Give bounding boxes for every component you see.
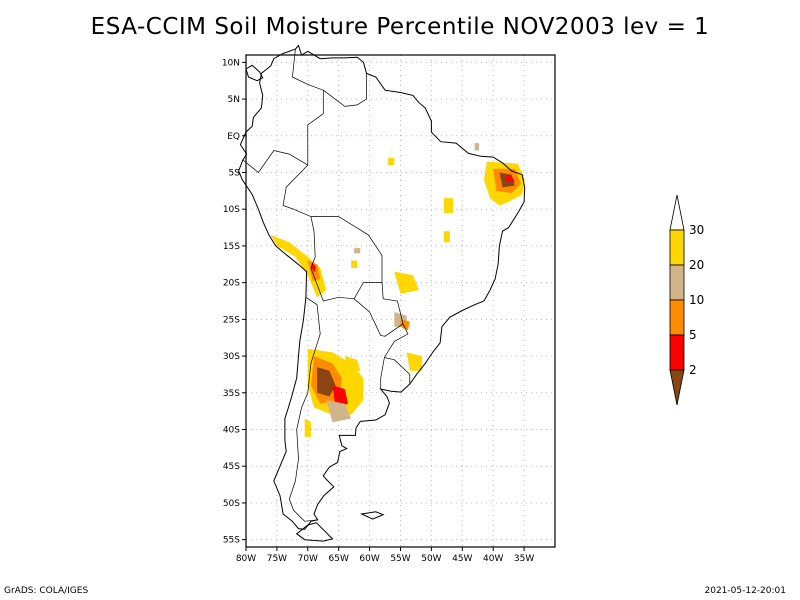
lat-tick-label: 45S: [223, 462, 240, 472]
map-title: ESA-CCIM Soil Moisture Percentile NOV200…: [90, 14, 710, 40]
colorbar-label: 20: [689, 258, 704, 272]
lon-tick-label: 50W: [421, 554, 441, 564]
percentile-patch: [406, 352, 423, 371]
percentile-patch: [505, 174, 515, 182]
percentile-patch: [326, 400, 352, 423]
percentile-patch: [354, 248, 361, 254]
lon-tick-label: 35W: [514, 554, 534, 564]
percentile-patch: [474, 143, 479, 151]
lon-tick-label: 75W: [267, 554, 287, 564]
colorbar-legend: 30 20 10 5 2: [669, 194, 704, 406]
coastline: [238, 44, 526, 542]
lat-tick-label: EQ: [227, 132, 240, 142]
percentile-patch: [304, 418, 311, 437]
lon-tick-label: 45W: [452, 554, 472, 564]
lat-tick-label: 5S: [229, 168, 241, 178]
island-outline: [359, 511, 385, 520]
country-border: [288, 297, 321, 522]
colorbar-label: 5: [689, 328, 697, 342]
percentile-patch: [351, 260, 358, 268]
colorbar-segment: [669, 334, 685, 371]
percentile-patch: [394, 271, 419, 294]
graticule: [245, 55, 555, 547]
country-border: [323, 73, 367, 107]
percentile-patch: [311, 262, 316, 273]
percentile-patch: [317, 367, 336, 397]
colorbar-label: 30: [689, 223, 704, 237]
lon-tick-label: 65W: [329, 554, 349, 564]
percentile-patch: [443, 231, 450, 243]
colorbar-top-arrow: [669, 194, 685, 231]
colorbar-bottom-arrow: [669, 369, 685, 406]
lat-tick-label: 5N: [228, 95, 240, 105]
lon-tick-label: 60W: [359, 554, 379, 564]
lat-tick-label: 25S: [223, 315, 240, 325]
country-border: [384, 323, 409, 358]
colorbar-label: 2: [689, 363, 697, 377]
axis-ticks: 80W 75W 70W 65W 60W 55W 50W 45W 40W 35W 10N 5N EQ 5S 1…: [222, 58, 535, 564]
country-border: [353, 282, 404, 337]
central-america-outline: [245, 64, 264, 82]
lon-tick-label: 80W: [236, 554, 256, 564]
lat-tick-label: 10S: [223, 205, 240, 215]
lon-tick-label: 70W: [298, 554, 318, 564]
footer-timestamp: 2021-05-12-20:01: [704, 586, 787, 596]
lat-tick-label: 20S: [223, 279, 240, 289]
lat-tick-label: 40S: [223, 426, 240, 436]
colorbar-segment: [669, 229, 685, 266]
data-fill: [270, 143, 525, 437]
colorbar-segment: [669, 299, 685, 336]
lon-tick-label: 55W: [390, 554, 410, 564]
country-border: [282, 49, 383, 302]
percentile-patch: [332, 385, 348, 408]
footer-credit: GrADS: COLA/IGES: [4, 586, 89, 596]
country-border: [380, 357, 411, 390]
lat-tick-label: 55S: [223, 536, 240, 546]
lat-tick-label: 50S: [223, 499, 240, 509]
country-border: [242, 150, 308, 174]
percentile-patch: [388, 157, 395, 166]
colorbar-label: 10: [689, 293, 704, 307]
percentile-patch: [270, 234, 327, 298]
lon-tick-label: 40W: [483, 554, 503, 564]
lat-tick-label: 10N: [222, 58, 240, 68]
lat-tick-label: 15S: [223, 242, 240, 252]
percentile-patch: [344, 356, 361, 371]
percentile-patch: [443, 198, 453, 213]
lat-tick-label: 30S: [223, 352, 240, 362]
continent-outline: [238, 44, 526, 530]
island-outline: [295, 522, 334, 542]
lat-tick-label: 35S: [223, 389, 240, 399]
colorbar-segment: [669, 264, 685, 301]
